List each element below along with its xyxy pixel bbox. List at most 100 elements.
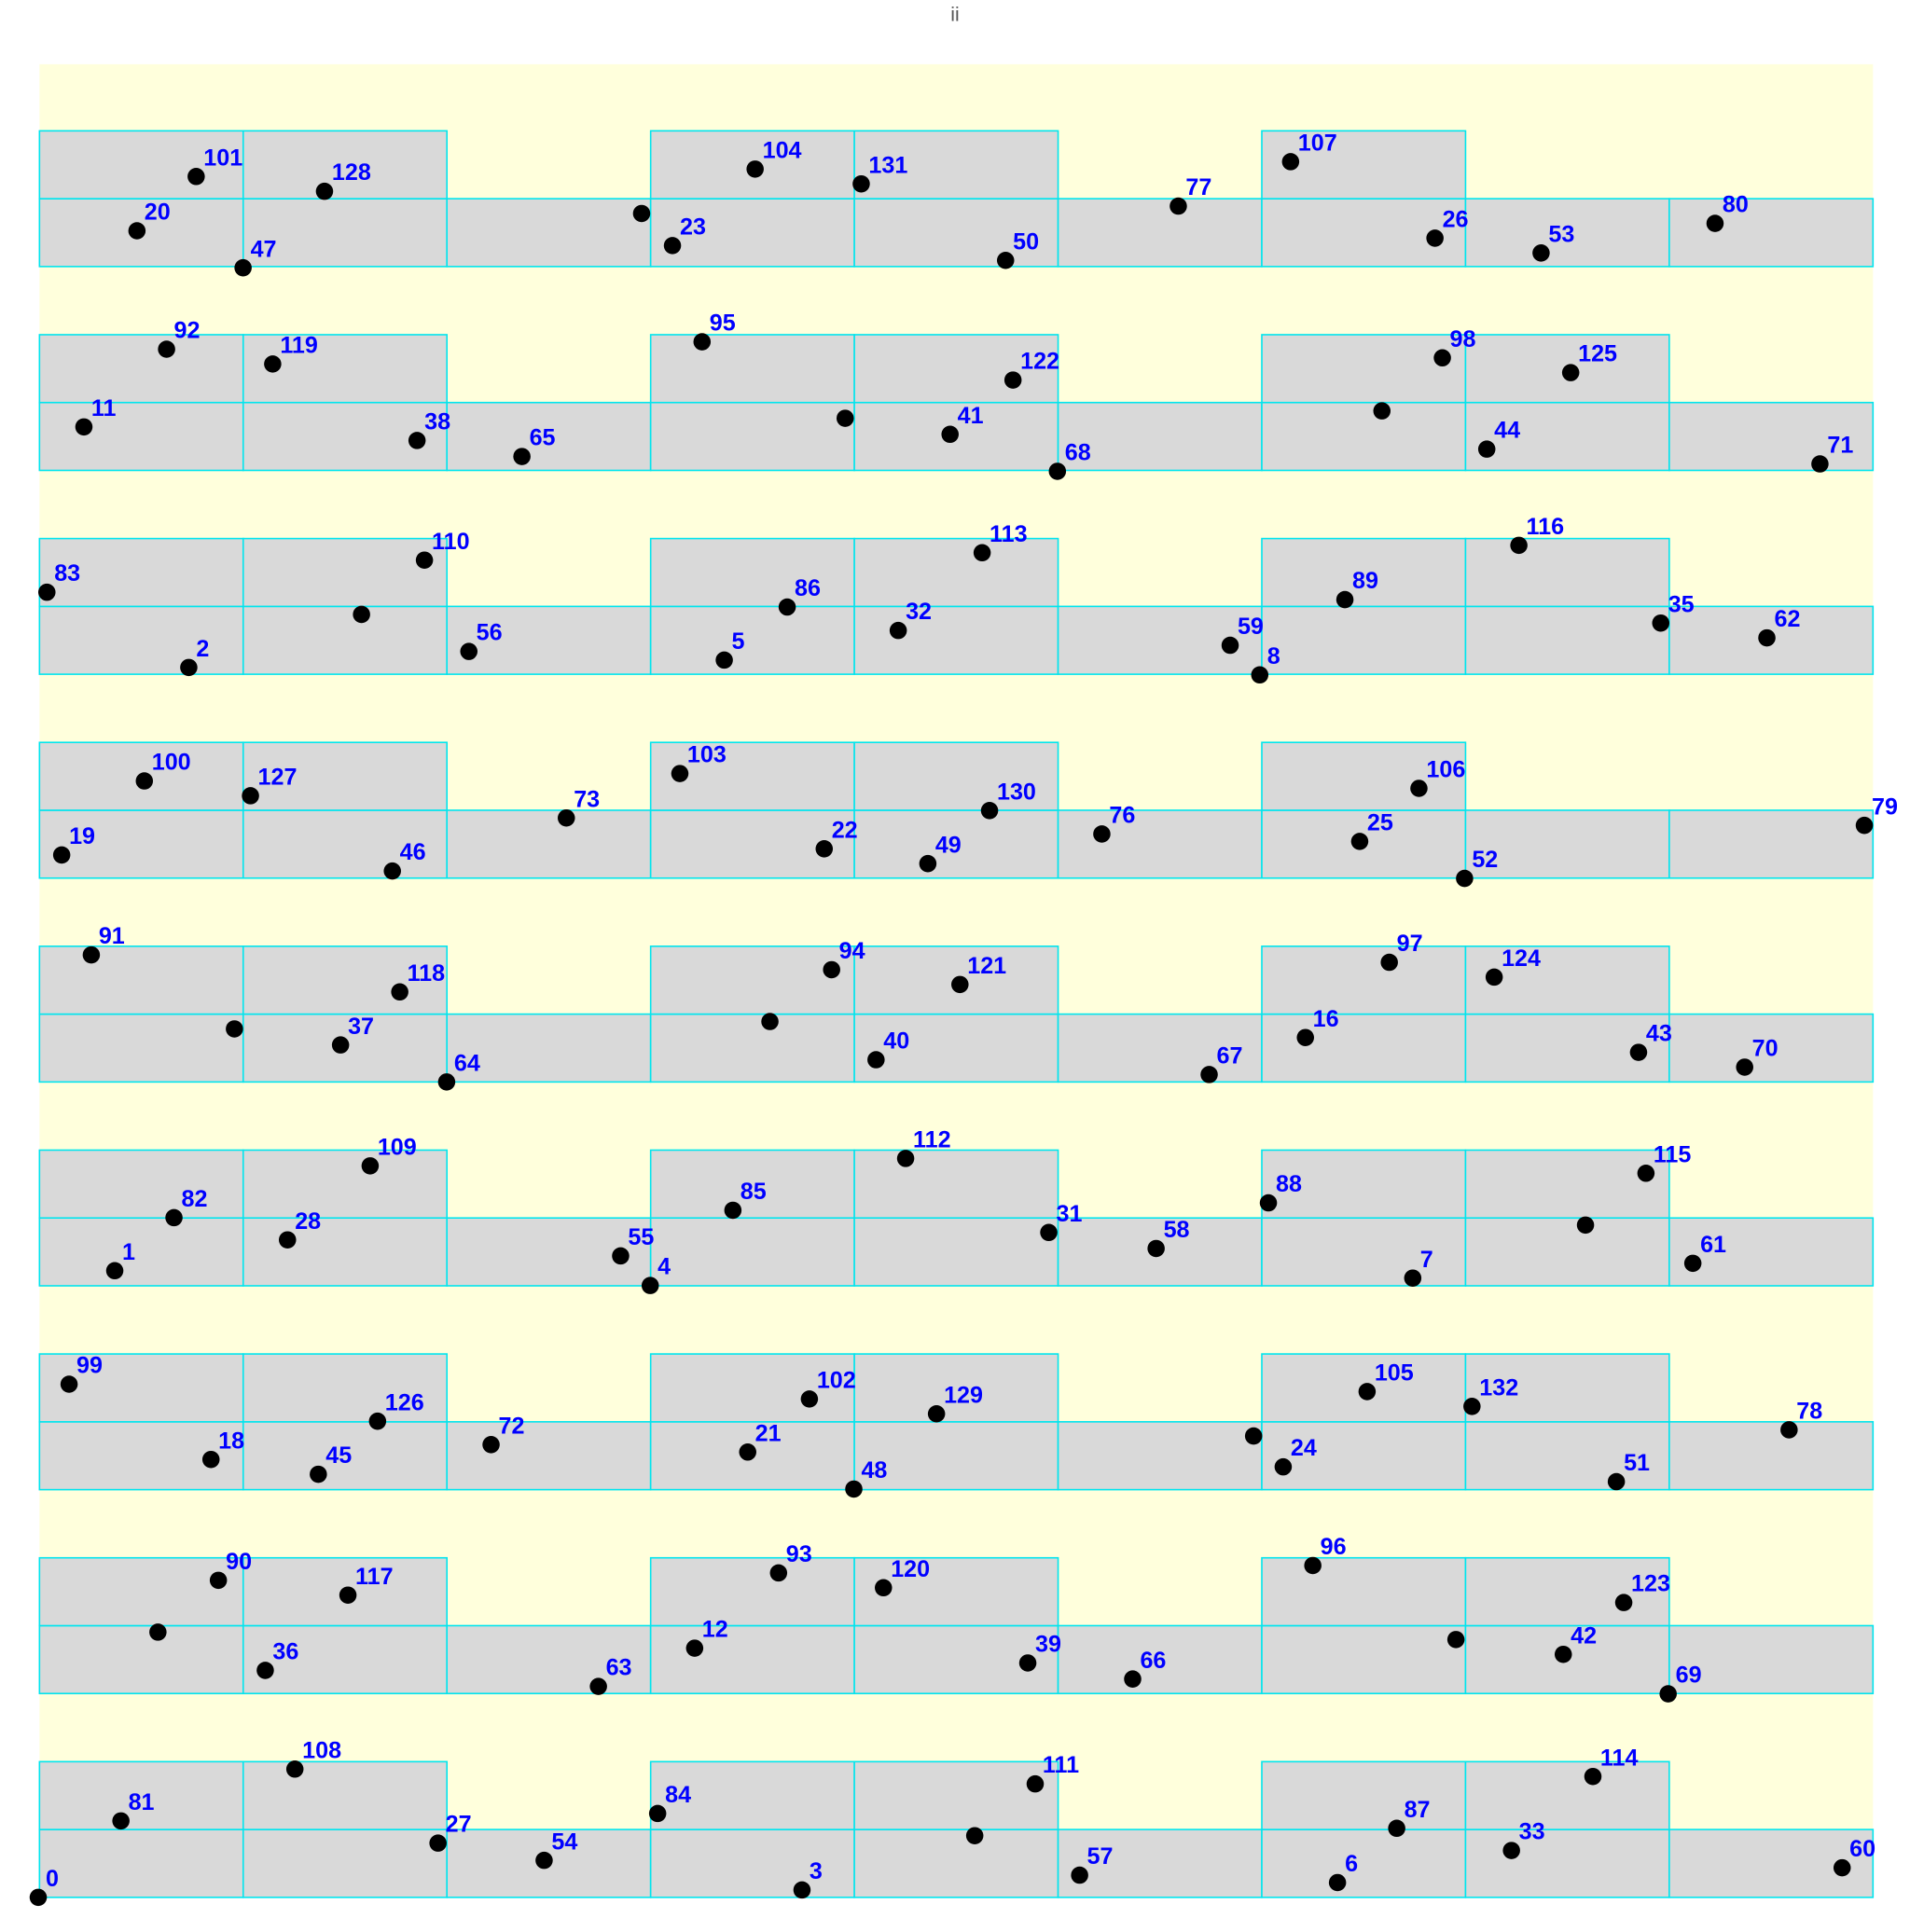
point-label: 91: [99, 923, 125, 949]
cell: [649, 1624, 855, 1695]
cell: [38, 1828, 244, 1898]
cell: [649, 1149, 855, 1220]
cell: [1261, 605, 1467, 675]
point-label: 68: [1065, 440, 1091, 466]
cell: [446, 605, 652, 675]
point-label: 69: [1676, 1663, 1702, 1689]
cell: [649, 1217, 855, 1287]
cell: [1057, 1013, 1263, 1083]
point-label: 111: [1043, 1752, 1079, 1778]
point: [105, 1262, 124, 1280]
point: [852, 174, 870, 193]
cell: [649, 1013, 855, 1083]
point-label: 117: [355, 1564, 394, 1590]
point-label: 118: [408, 960, 446, 987]
point: [980, 802, 999, 820]
point: [278, 1231, 297, 1249]
cell: [1668, 1217, 1875, 1287]
point-label: 43: [1646, 1021, 1672, 1047]
point-label: 112: [913, 1126, 951, 1152]
point-label: 122: [1020, 349, 1059, 375]
cell: [1057, 1828, 1263, 1898]
point: [769, 1564, 788, 1582]
point-label: 92: [174, 318, 201, 344]
point: [201, 1450, 220, 1469]
point: [1251, 666, 1269, 684]
point: [641, 1276, 659, 1294]
point-label: 125: [1578, 341, 1617, 367]
point-label: 20: [145, 200, 171, 226]
cell: [1464, 1217, 1670, 1287]
point-label: 123: [1631, 1571, 1670, 1597]
point: [408, 432, 426, 449]
cell: [1668, 1421, 1875, 1491]
cell: [1261, 401, 1467, 472]
cell: [242, 1421, 449, 1491]
point-label: 56: [477, 620, 503, 646]
point: [1706, 214, 1724, 232]
point: [1758, 628, 1776, 647]
point: [836, 409, 854, 427]
cell: [1057, 198, 1263, 268]
point-label: 47: [251, 236, 277, 262]
point: [368, 1412, 387, 1430]
point-label: 4: [657, 1254, 671, 1280]
point-label: 49: [935, 832, 962, 858]
cell: [853, 1421, 1059, 1491]
cell: [446, 198, 652, 268]
cell: [38, 537, 244, 608]
point: [331, 1036, 350, 1054]
point: [1463, 1398, 1481, 1415]
cell: [1261, 1149, 1467, 1220]
point: [264, 355, 282, 373]
point: [415, 551, 434, 569]
point: [1018, 1654, 1037, 1672]
point-label: 3: [810, 1858, 823, 1884]
point-label: 61: [1700, 1232, 1726, 1258]
point: [149, 1623, 167, 1641]
cell: [1261, 1013, 1467, 1083]
point-label: 18: [218, 1428, 244, 1454]
point: [1584, 1767, 1602, 1786]
point-label: 102: [817, 1367, 856, 1393]
cell: [1464, 537, 1670, 608]
point: [1410, 780, 1428, 797]
cell: [649, 605, 855, 675]
point: [1093, 825, 1111, 843]
cell: [38, 334, 244, 404]
point: [800, 1390, 819, 1408]
point: [941, 425, 959, 444]
cell: [38, 1760, 244, 1830]
cell: [38, 130, 244, 200]
point-label: 108: [302, 1737, 341, 1763]
cell: [242, 1624, 449, 1695]
point: [648, 1804, 667, 1823]
point: [1259, 1194, 1278, 1212]
cell: [446, 1013, 652, 1083]
point-label: 107: [1298, 130, 1337, 156]
point-label: 127: [258, 765, 298, 791]
point: [112, 1812, 130, 1830]
point: [460, 642, 478, 660]
point-label: 46: [400, 839, 426, 865]
point-label: 104: [763, 137, 802, 163]
point-label: 97: [1397, 931, 1423, 957]
point: [209, 1571, 228, 1590]
point: [1659, 1685, 1677, 1703]
cell: [242, 1217, 449, 1287]
cell: [242, 1828, 449, 1898]
point-label: 40: [883, 1028, 909, 1055]
point-label: 84: [665, 1782, 691, 1808]
point-label: 124: [1502, 945, 1541, 972]
cell: [1261, 334, 1467, 404]
point-label: 100: [152, 750, 191, 776]
point: [339, 1586, 357, 1604]
point: [951, 975, 969, 994]
point-label: 63: [606, 1655, 632, 1681]
point: [383, 862, 401, 880]
point-label: 126: [385, 1389, 424, 1415]
point: [1304, 1556, 1322, 1575]
cell: [38, 945, 244, 1015]
cell: [1464, 1149, 1670, 1220]
cell: [1464, 809, 1670, 879]
